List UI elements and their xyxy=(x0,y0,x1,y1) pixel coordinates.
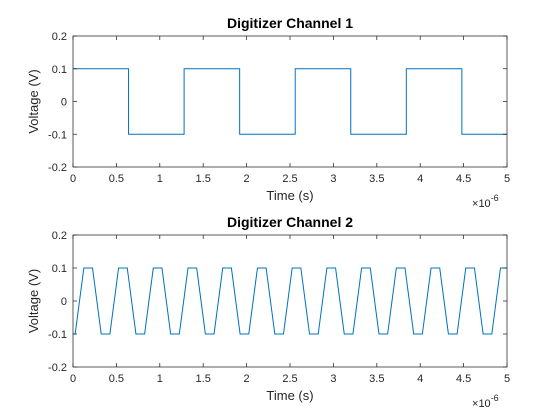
x-axis-label: Time (s) xyxy=(266,188,313,203)
x-tick-label: 3.5 xyxy=(369,373,384,385)
chart-panel-2: 0 0.5 1 1.5 2 2.5 3 3.5 4 4.5 5 -0.2 -0.1 0 0.1 0.2 Digi… xyxy=(26,214,510,410)
y-axis-label: Voltage (V) xyxy=(26,69,41,133)
multiplier-base: 10 xyxy=(478,398,490,410)
chart-title: Digitizer Channel 2 xyxy=(227,214,353,230)
x-tick-label: 3.5 xyxy=(369,173,384,185)
series-line xyxy=(73,68,507,135)
y-tick-label: -0.2 xyxy=(48,362,67,374)
x-tick-label: 2.5 xyxy=(282,173,297,185)
chart-panel-1: 0 0.5 1 1.5 2 2.5 3 3.5 4 4.5 5 -0.2 -0.1 0 0.1 0.2 Digi… xyxy=(26,15,510,210)
x-tick-label: 0 xyxy=(70,373,76,385)
x-tick-label: 1.5 xyxy=(196,373,211,385)
x-tick-label: 3 xyxy=(330,373,336,385)
x-tick-label: 0.5 xyxy=(109,173,124,185)
y-tick-label: 0.1 xyxy=(52,263,67,275)
chart-title: Digitizer Channel 1 xyxy=(227,15,353,31)
plot-area xyxy=(72,234,508,368)
x-tick-label: 5 xyxy=(504,173,510,185)
y-axis-label: Voltage (V) xyxy=(26,269,41,333)
series-line xyxy=(73,267,507,335)
x-tick-label: 0.5 xyxy=(109,373,124,385)
y-tick-label: -0.1 xyxy=(48,329,67,341)
x-tick-label: 4 xyxy=(417,373,423,385)
y-tick-label: 0 xyxy=(61,97,67,109)
x-tick-label: 2.5 xyxy=(282,373,297,385)
x-tick-label: 1 xyxy=(157,373,163,385)
x-tick-label: 4.5 xyxy=(456,373,471,385)
y-tick-label: 0.2 xyxy=(52,230,67,242)
multiplier-exponent: -6 xyxy=(491,193,499,203)
plot-area xyxy=(72,35,508,168)
x-axis-multiplier: ×10-6 xyxy=(472,393,499,410)
x-tick-label: 4 xyxy=(417,173,423,185)
y-tick-label: 0.2 xyxy=(52,31,67,43)
x-tick-label: 2 xyxy=(244,373,250,385)
y-tick-label: 0.1 xyxy=(52,64,67,76)
y-tick-label: -0.2 xyxy=(48,162,67,174)
x-tick-label: 1 xyxy=(157,173,163,185)
y-tick-label: -0.1 xyxy=(48,129,67,141)
multiplier-exponent: -6 xyxy=(491,393,499,403)
x-axis-label: Time (s) xyxy=(266,388,313,403)
x-tick-label: 0 xyxy=(70,173,76,185)
x-axis-multiplier: ×10-6 xyxy=(472,193,499,210)
y-tick-label: 0 xyxy=(61,296,67,308)
x-tick-label: 3 xyxy=(330,173,336,185)
multiplier-sign: × xyxy=(472,398,478,410)
multiplier-base: 10 xyxy=(478,198,490,210)
multiplier-sign: × xyxy=(472,198,478,210)
x-tick-label: 5 xyxy=(504,373,510,385)
x-tick-label: 1.5 xyxy=(196,173,211,185)
x-tick-label: 4.5 xyxy=(456,173,471,185)
x-tick-label: 2 xyxy=(244,173,250,185)
